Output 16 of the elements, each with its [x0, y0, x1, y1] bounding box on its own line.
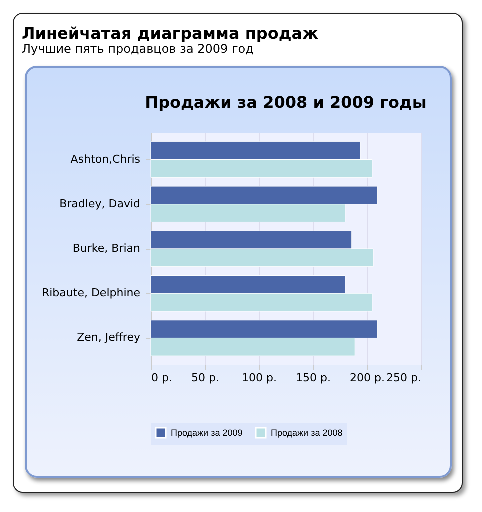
x-tick-label: 250 р.	[386, 372, 422, 384]
x-tick-label: 50 р.	[192, 372, 220, 384]
text: Продажи за 2008 и 2009 годы	[145, 93, 427, 112]
x-tick-label: 200 р.	[350, 372, 385, 384]
y-tick-label: Ribaute, Delphine	[42, 286, 141, 300]
legend-label: Продажи за 2008	[271, 428, 343, 438]
y-tick-label: Zen, Jeffrey	[77, 331, 141, 344]
y-tick-label: Ashton,Chris	[70, 152, 141, 166]
x-tick-label: 150 р.	[296, 372, 331, 384]
y-tick-label: Bradley, David	[60, 197, 140, 210]
x-tick-label: 100 р.	[242, 372, 277, 384]
legend-label: Продажи за 2009	[171, 428, 243, 438]
chart-subtitle: Лучшие пять продавцов за 2009 год	[22, 42, 254, 56]
y-tick-label: Burke, Brian	[72, 242, 141, 255]
chart-title: Линейчатая диаграмма продаж	[22, 24, 319, 43]
x-tick-label: 0 р.	[152, 372, 172, 384]
